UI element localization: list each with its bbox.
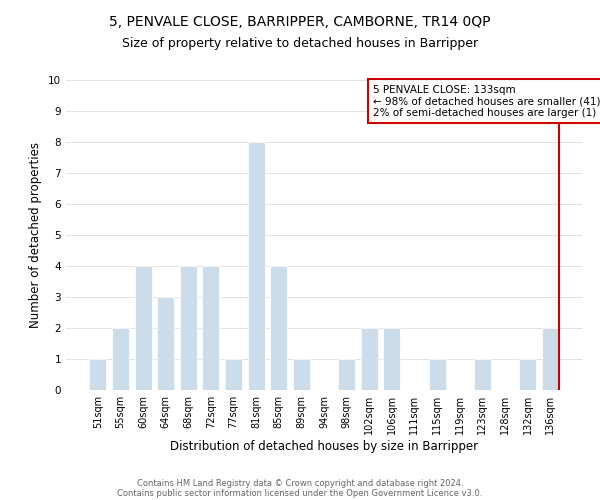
Bar (180, 266, 197, 390)
Bar (338, 359, 355, 390)
Bar (89, 359, 106, 390)
Text: Size of property relative to detached houses in Barripper: Size of property relative to detached ho… (122, 38, 478, 51)
Bar (383, 328, 400, 390)
Y-axis label: Number of detached properties: Number of detached properties (29, 142, 43, 328)
Bar (157, 297, 174, 390)
X-axis label: Distribution of detached houses by size in Barripper: Distribution of detached houses by size … (170, 440, 478, 452)
Bar (542, 328, 559, 390)
Bar (134, 266, 152, 390)
Bar (225, 359, 242, 390)
Bar (428, 359, 446, 390)
Bar (361, 328, 377, 390)
Text: 5 PENVALE CLOSE: 133sqm
← 98% of detached houses are smaller (41)
2% of semi-det: 5 PENVALE CLOSE: 133sqm ← 98% of detache… (373, 84, 600, 118)
Bar (248, 142, 265, 390)
Bar (293, 359, 310, 390)
Bar (519, 359, 536, 390)
Text: Contains HM Land Registry data © Crown copyright and database right 2024.: Contains HM Land Registry data © Crown c… (137, 478, 463, 488)
Bar (474, 359, 491, 390)
Bar (112, 328, 129, 390)
Text: Contains public sector information licensed under the Open Government Licence v3: Contains public sector information licen… (118, 488, 482, 498)
Bar (271, 266, 287, 390)
Text: 5, PENVALE CLOSE, BARRIPPER, CAMBORNE, TR14 0QP: 5, PENVALE CLOSE, BARRIPPER, CAMBORNE, T… (109, 15, 491, 29)
Bar (202, 266, 220, 390)
